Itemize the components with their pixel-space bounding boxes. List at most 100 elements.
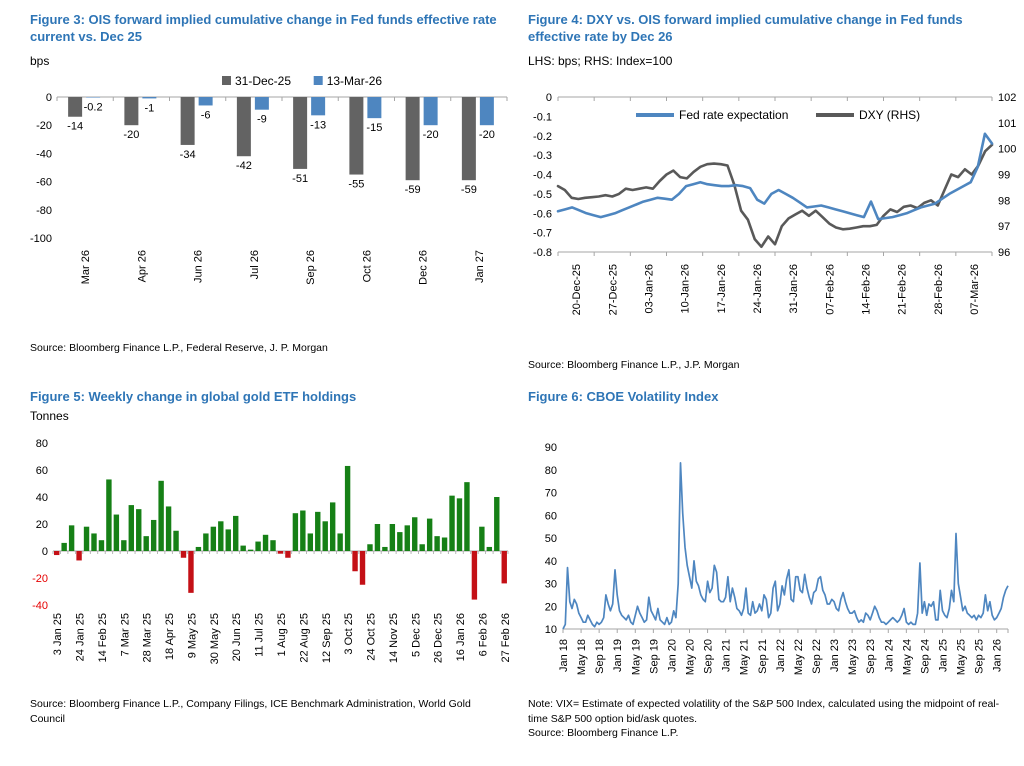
y-axis-labels: 80 60 40 20 0 -20 -40 <box>32 438 48 612</box>
svg-text:Jul 26: Jul 26 <box>249 250 261 279</box>
svg-text:17-Jan-26: 17-Jan-26 <box>716 264 728 314</box>
svg-text:Jan 23: Jan 23 <box>829 639 841 672</box>
fed-rate-line <box>556 132 994 221</box>
svg-text:Apr 26: Apr 26 <box>136 250 148 282</box>
bar <box>240 545 246 551</box>
svg-text:10-Jan-26: 10-Jan-26 <box>680 264 692 314</box>
bar <box>54 551 60 556</box>
svg-text:14-Feb-26: 14-Feb-26 <box>860 264 872 315</box>
svg-text:24 Jan 25: 24 Jan 25 <box>75 613 87 661</box>
svg-text:70: 70 <box>545 488 557 500</box>
svg-text:-20: -20 <box>32 573 48 585</box>
bar <box>113 514 120 551</box>
bar <box>247 549 254 551</box>
bar-31dec <box>68 97 83 117</box>
svg-text:14 Nov 25: 14 Nov 25 <box>388 613 400 663</box>
svg-text:Jan 19: Jan 19 <box>612 639 624 672</box>
bar-13mar <box>367 97 382 119</box>
svg-text:30: 30 <box>545 579 557 591</box>
bar <box>367 544 373 551</box>
svg-text:-20: -20 <box>423 129 439 141</box>
svg-text:Oct 26: Oct 26 <box>361 250 373 282</box>
bar <box>218 521 224 551</box>
x-axis-labels: 20-Dec-25 27-Dec-25 03-Jan-26 10-Jan-26 17-J… <box>571 264 981 315</box>
svg-text:May 19: May 19 <box>630 639 642 675</box>
svg-text:Jan 21: Jan 21 <box>721 639 733 672</box>
svg-text:-15: -15 <box>366 122 382 134</box>
bar <box>106 479 112 551</box>
bar <box>91 533 97 551</box>
svg-text:5 Dec 25: 5 Dec 25 <box>410 613 422 657</box>
svg-text:80: 80 <box>545 465 557 477</box>
svg-text:-40: -40 <box>32 600 48 612</box>
svg-text:07-Feb-26: 07-Feb-26 <box>824 264 836 315</box>
gold-etf-bar-chart: 80 60 40 20 0 -20 -40 3 Jan 25 24 Jan 25 14 Feb 2… <box>32 438 512 664</box>
bar-series: -14-0.2 -20 -1 -34 -6 -42 -9 -51 -13 -55 -15 -59 -20… <box>67 97 495 196</box>
svg-text:30 May 25: 30 May 25 <box>209 613 221 664</box>
svg-text:80: 80 <box>36 438 48 450</box>
svg-text:-0.8: -0.8 <box>533 247 552 259</box>
svg-text:-59: -59 <box>461 184 477 196</box>
svg-text:22 Aug 25: 22 Aug 25 <box>298 613 310 663</box>
bar <box>307 533 314 551</box>
bar <box>292 513 299 551</box>
svg-text:May 23: May 23 <box>847 639 859 675</box>
bar <box>449 495 455 551</box>
bar-31dec <box>236 97 251 157</box>
bar-13mar <box>198 97 213 106</box>
bar <box>165 506 172 551</box>
svg-text:11 Jul 25: 11 Jul 25 <box>254 613 266 657</box>
bar <box>352 551 358 572</box>
svg-text:Jan 27: Jan 27 <box>474 250 486 283</box>
svg-text:20: 20 <box>36 519 48 531</box>
svg-text:-34: -34 <box>180 149 196 161</box>
y-axis-labels: 0 -20 -40 -60 -80 -100 <box>30 92 52 245</box>
bar <box>501 551 507 584</box>
svg-text:May 20: May 20 <box>684 639 696 675</box>
bar <box>382 546 388 551</box>
svg-text:9 May 25: 9 May 25 <box>186 613 198 658</box>
bar <box>464 482 470 551</box>
bar-13mar <box>311 97 326 116</box>
bar <box>255 541 261 551</box>
svg-text:40: 40 <box>545 556 557 568</box>
svg-text:16 Jan 26: 16 Jan 26 <box>455 613 467 661</box>
figure-6-note: Note: VIX= Estimate of expected volatili… <box>528 697 1006 741</box>
svg-text:60: 60 <box>36 465 48 477</box>
bar <box>225 529 231 551</box>
svg-text:-55: -55 <box>348 179 364 191</box>
svg-text:40: 40 <box>36 492 48 504</box>
svg-text:Jan 26: Jan 26 <box>992 639 1004 672</box>
svg-text:99: 99 <box>998 170 1010 182</box>
bar <box>203 533 209 551</box>
lhs-axis-labels: 0 -0.1 -0.2 -0.3 -0.4 -0.5 -0.6 -0.7 -0.8 <box>533 92 552 259</box>
figure-5-source: Source: Bloomberg Finance L.P., Company … <box>30 698 471 725</box>
svg-text:Mar 26: Mar 26 <box>80 250 92 284</box>
svg-text:10: 10 <box>545 624 557 636</box>
svg-text:May 24: May 24 <box>901 639 913 675</box>
svg-text:24 Oct 25: 24 Oct 25 <box>366 613 378 661</box>
figure-6-panel: Figure 6: CBOE Volatility Index 90 80 70 60… <box>512 385 1024 763</box>
bar <box>494 497 500 551</box>
svg-text:07-Mar-26: 07-Mar-26 <box>969 264 981 315</box>
svg-text:20 Jun 25: 20 Jun 25 <box>231 613 243 661</box>
bar-13mar <box>254 97 269 110</box>
bar-31dec <box>293 97 308 169</box>
svg-text:1 Aug 25: 1 Aug 25 <box>276 613 288 656</box>
bar <box>195 546 202 551</box>
svg-text:Jan 22: Jan 22 <box>775 639 787 672</box>
bar <box>300 510 306 551</box>
svg-text:Sep 25: Sep 25 <box>974 639 986 674</box>
figure-4-unit-label: LHS: bps; RHS: Index=100 <box>528 54 673 68</box>
svg-text:May 21: May 21 <box>739 639 751 675</box>
bar <box>270 540 276 551</box>
legend: Fed rate expectation DXY (RHS) <box>636 108 920 122</box>
svg-text:-20: -20 <box>36 120 52 132</box>
bar-31dec <box>405 97 420 181</box>
bar <box>150 519 157 551</box>
vix-line <box>562 462 1009 630</box>
svg-text:-80: -80 <box>36 205 52 217</box>
bar <box>434 536 440 551</box>
svg-text:28-Feb-26: 28-Feb-26 <box>933 264 945 315</box>
